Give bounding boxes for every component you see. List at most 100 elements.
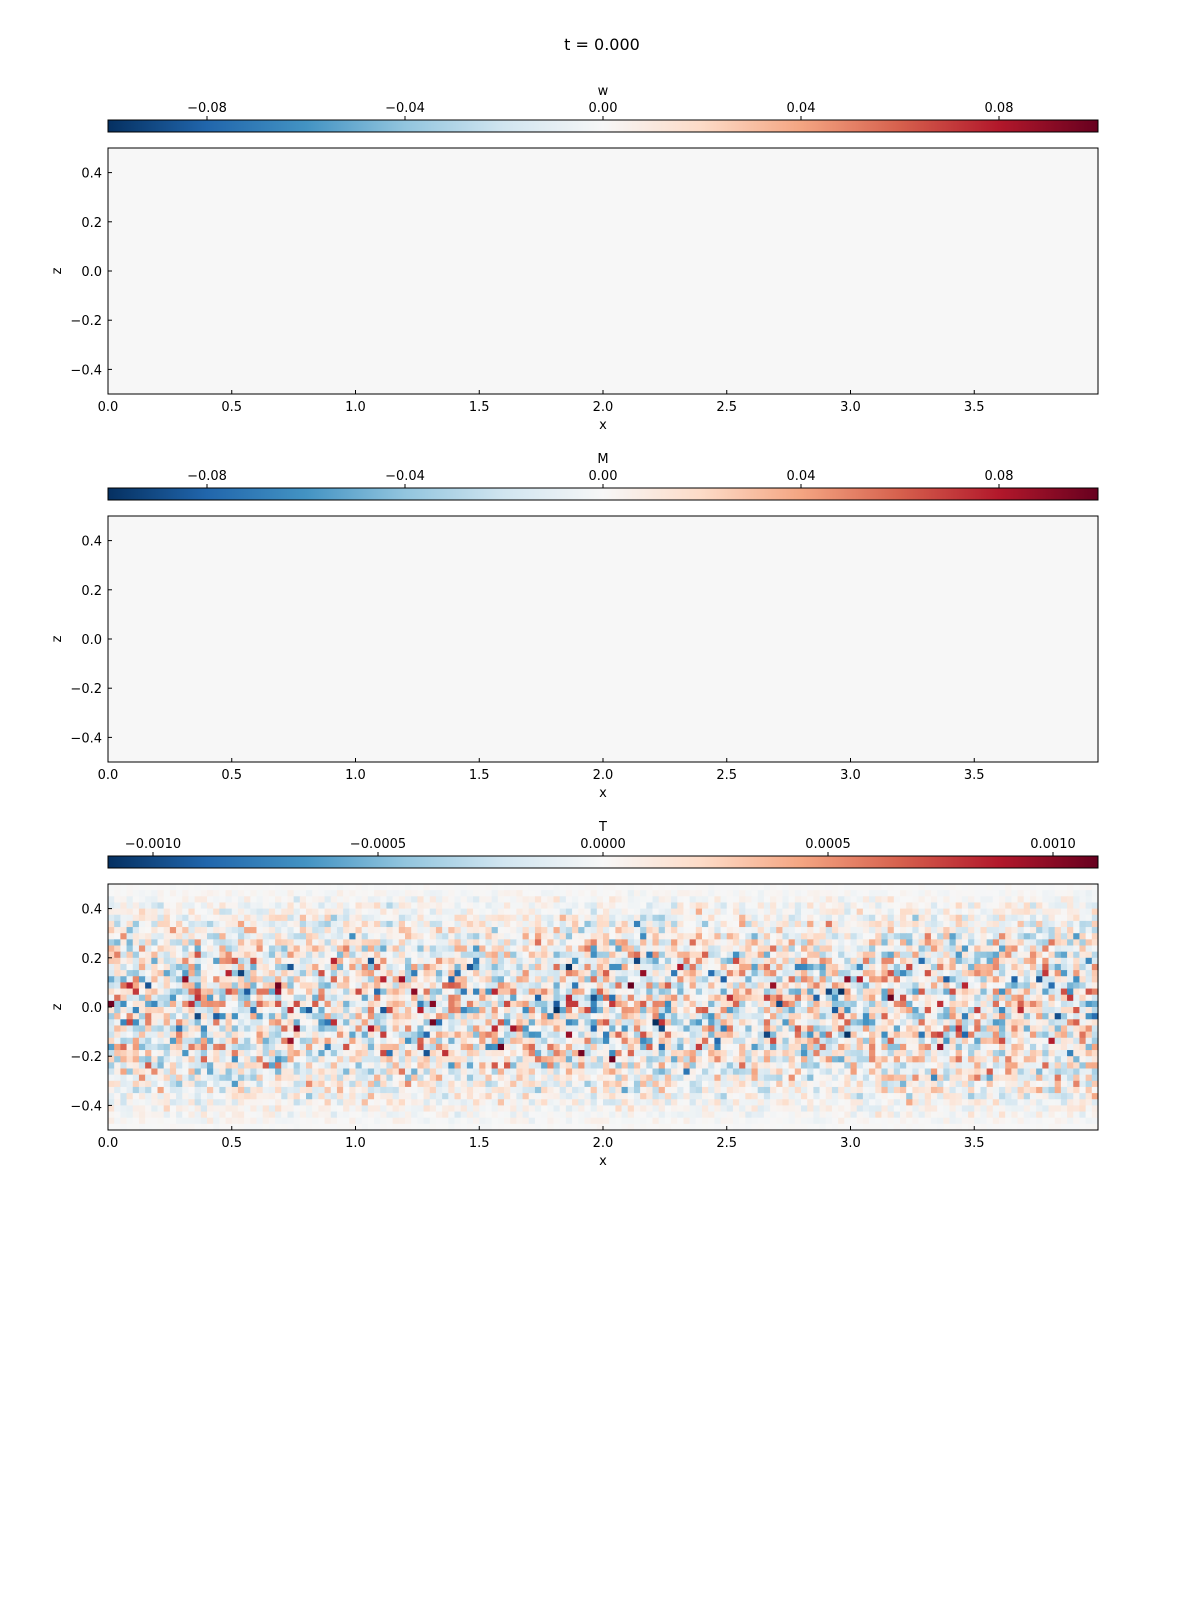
heatmap-cell [763,326,771,334]
heatmap-cell [992,178,1000,186]
heatmap-cell [1073,301,1081,309]
heatmap-cell [782,227,790,235]
heatmap-cell [460,264,468,272]
heatmap-cell [955,314,963,321]
heatmap-cell [460,295,468,303]
heatmap-cell [435,289,443,297]
heatmap-cell [454,264,462,272]
heatmap-cell [411,215,418,223]
heatmap-cell [640,271,647,278]
heatmap-cell [658,252,666,260]
heatmap-cell [312,215,319,223]
heatmap-cell [151,252,159,260]
heatmap-cell [132,252,140,260]
heatmap-cell [850,332,858,340]
heatmap-cell [485,320,493,327]
heatmap-cell [287,221,295,229]
heatmap-cell [590,295,598,303]
heatmap-cell [374,166,381,174]
heatmap-cell [114,240,121,247]
heatmap-cell [559,258,567,266]
heatmap-cell [1085,172,1093,180]
heatmap-cell [343,172,350,180]
heatmap-cell [268,203,276,211]
heatmap-cell [398,332,406,340]
heatmap-cell [968,178,975,186]
heatmap-cell [603,197,610,204]
heatmap-cell [955,289,963,297]
heatmap-cell [151,246,159,254]
heatmap-cell [813,209,821,217]
heatmap-cell [176,295,183,303]
heatmap-cell [788,320,796,327]
heatmap-cell [473,326,480,334]
heatmap-cell [460,289,468,297]
heatmap-cell [615,215,623,223]
heatmap-cell [145,338,152,346]
heatmap-cell [516,184,524,192]
heatmap-cell [819,234,827,241]
heatmap-cell [949,246,957,254]
heatmap-cell [435,326,443,334]
heatmap-cell [442,326,449,334]
heatmap-cell [306,221,313,229]
heatmap-cell [869,178,876,186]
heatmap-cell [720,166,728,174]
heatmap-cell [695,197,703,204]
heatmap-cell [664,240,672,247]
heatmap-cell [275,326,282,334]
heatmap-cell [541,326,548,334]
heatmap-cell [479,227,487,235]
heatmap-cell [250,234,258,241]
heatmap-cell [1085,178,1093,186]
heatmap-cell [782,314,790,321]
heatmap-cell [1005,332,1012,340]
heatmap-cell [646,314,654,321]
heatmap-cell [355,148,363,155]
heatmap-cell [485,326,493,334]
heatmap-cell [658,197,666,204]
heatmap-cell [856,227,864,235]
heatmap-cell [615,178,623,186]
heatmap-cell [609,258,616,266]
heatmap-cell [652,252,660,260]
heatmap-cell [231,209,239,217]
heatmap-cell [739,215,746,223]
heatmap-cell [640,332,647,340]
heatmap-cell [491,184,499,192]
heatmap-cell [343,320,350,327]
heatmap-cell [788,184,796,192]
heatmap-cell [213,184,220,192]
heatmap-cell [646,197,654,204]
heatmap-cell [633,191,641,198]
heatmap-cell [275,320,282,327]
heatmap-cell [182,215,190,223]
heatmap-cell [999,314,1006,321]
heatmap-cell [268,289,276,297]
heatmap-cell [386,154,394,161]
heatmap-cell [825,209,833,217]
heatmap-cell [108,332,115,340]
heatmap-cell [473,197,480,204]
heatmap-cell [751,203,759,211]
heatmap-cell [522,283,530,291]
heatmap-cell [473,283,480,291]
heatmap-cell [986,154,994,161]
heatmap-cell [992,320,1000,327]
heatmap-cell [330,277,338,284]
heatmap-cell [237,154,245,161]
heatmap-cell [349,227,357,235]
heatmap-cell [448,221,456,229]
heatmap-cell [671,221,678,229]
heatmap-cell [788,271,796,278]
heatmap-cell [176,197,183,204]
heatmap-cell [578,184,586,192]
heatmap-cell [392,209,400,217]
heatmap-cell [881,172,889,180]
heatmap-cell [683,154,691,161]
heatmap-cell [429,160,437,168]
heatmap-cell [918,320,926,327]
heatmap-cell [751,154,759,161]
heatmap-cell [1073,264,1081,272]
heatmap-cell [522,264,530,272]
